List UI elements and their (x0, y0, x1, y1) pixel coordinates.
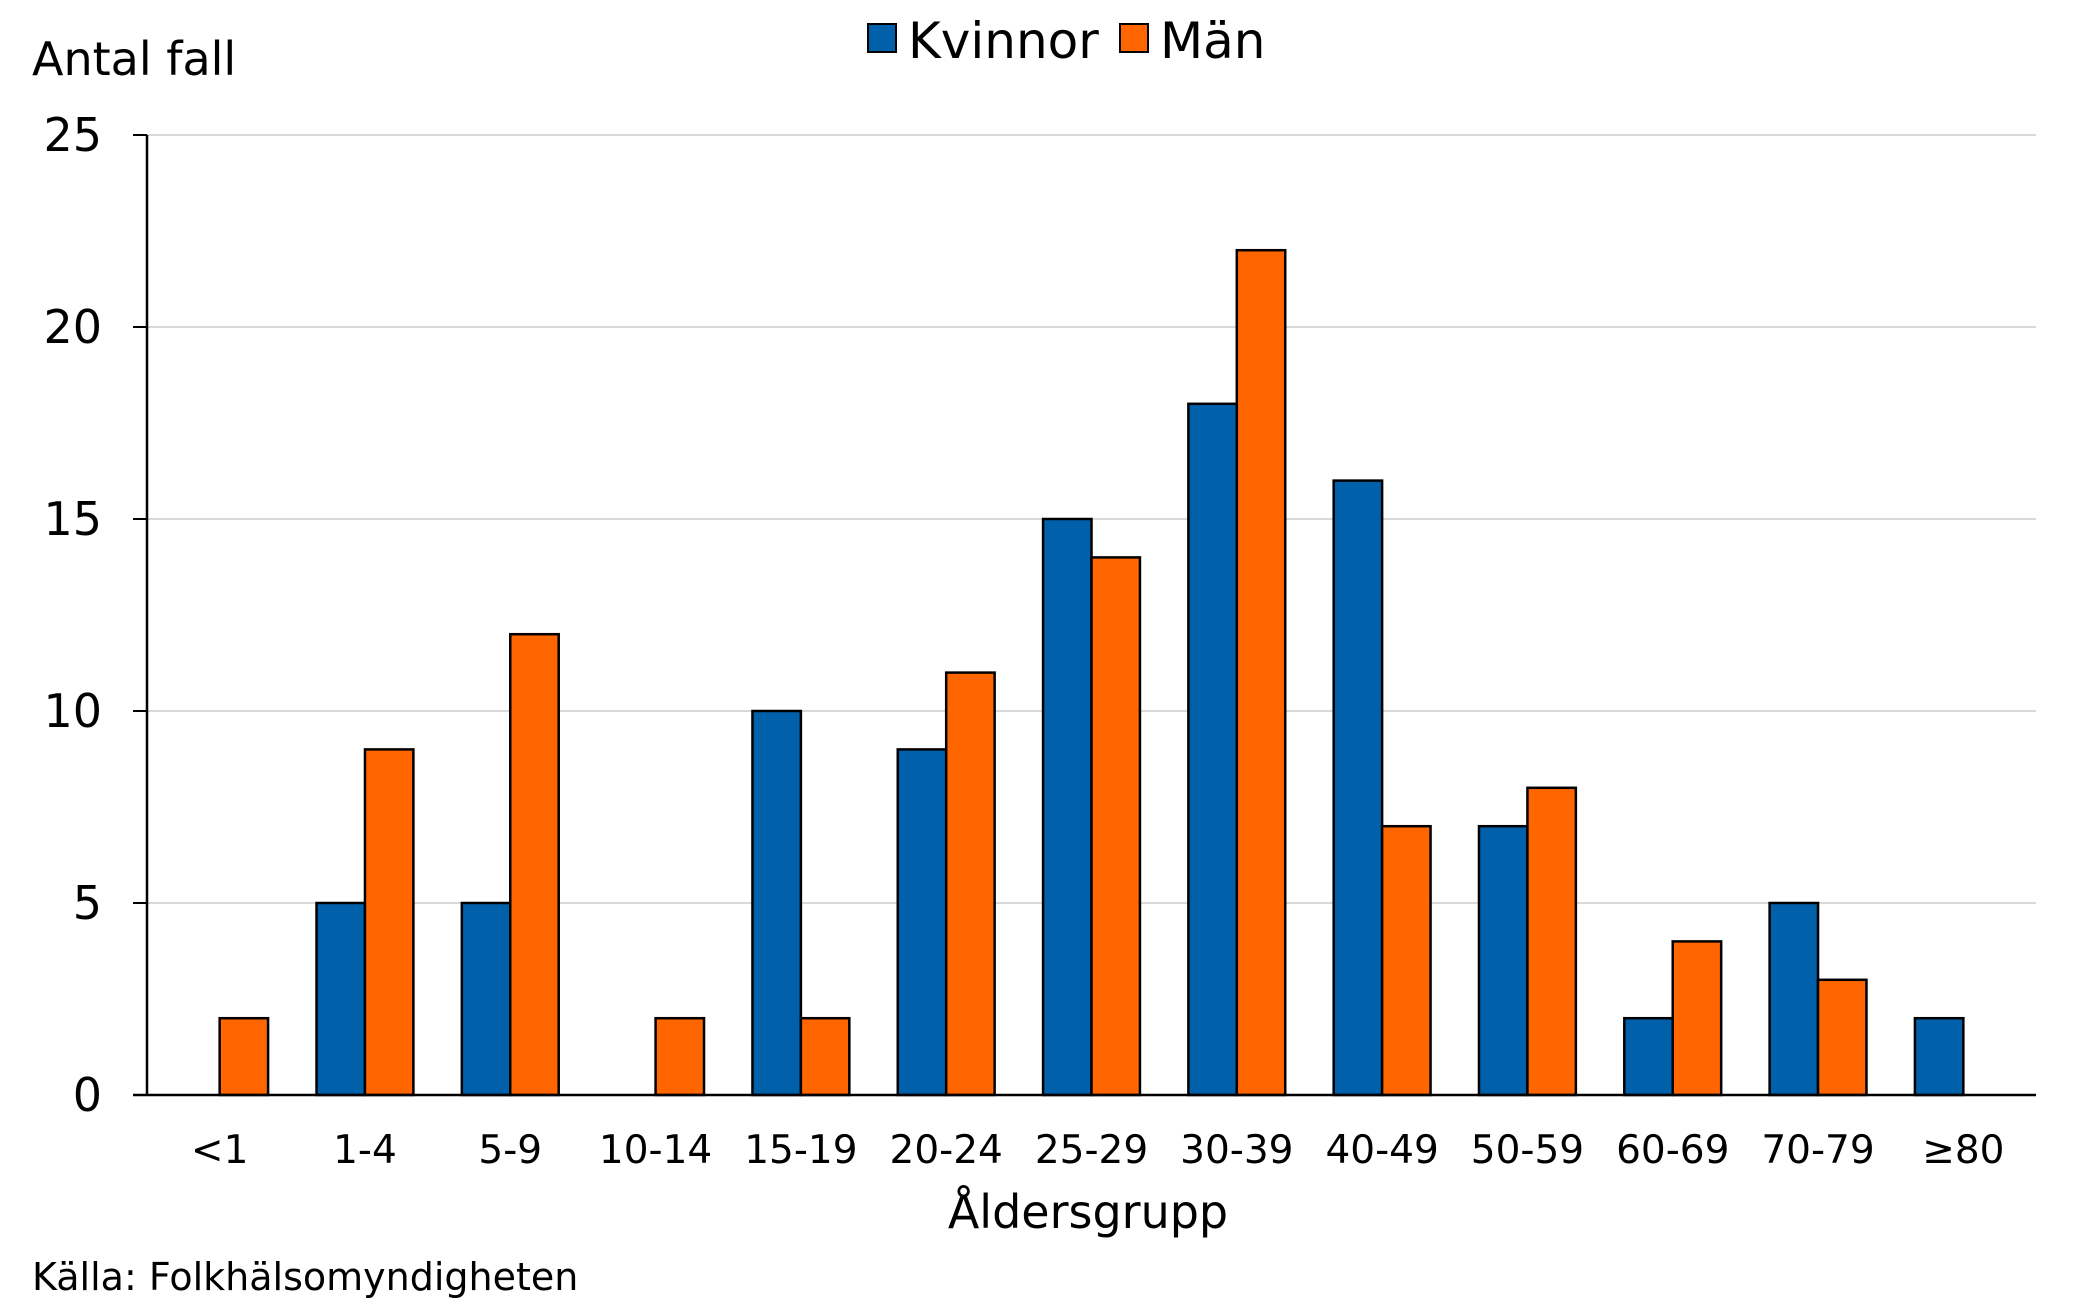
bar-kvinnor (751, 709, 803, 1097)
legend-swatch-kvinnor (867, 23, 897, 53)
bar-kvinnor (1623, 1016, 1674, 1097)
x-tick-label: 50-59 (1471, 1128, 1584, 1173)
bars (218, 248, 1965, 1097)
bar-man (363, 748, 415, 1097)
bar-kvinnor (1768, 901, 1820, 1097)
bar-kvinnor (1187, 402, 1239, 1097)
bar-kvinnor (460, 901, 512, 1097)
bar-man (1380, 824, 1432, 1097)
bar-man (1816, 978, 1868, 1097)
bar-kvinnor (1913, 1016, 1965, 1097)
y-tick-label: 15 (43, 492, 102, 546)
y-tick-label: 0 (73, 1068, 102, 1122)
x-tick-label: 30-39 (1180, 1128, 1293, 1173)
legend-label-man: Män (1160, 12, 1265, 70)
bar-kvinnor (1332, 479, 1384, 1097)
bar-man (654, 1016, 706, 1097)
x-tick-label: 10-14 (599, 1128, 712, 1173)
y-tick-labels: 0 5 10 15 20 25 (43, 108, 102, 1122)
bar-man (1671, 940, 1723, 1097)
legend-swatch-man (1119, 23, 1149, 53)
bar-man (218, 1016, 270, 1097)
bar-man (1526, 786, 1578, 1097)
bar-man (799, 1016, 851, 1097)
x-tick-label: 1-4 (333, 1128, 397, 1173)
bar-man (1235, 248, 1287, 1097)
y-tick-label: 5 (73, 876, 102, 930)
x-tick-labels: <1 1-4 5-9 10-14 15-19 20-24 25-29 30-39 40-49 50… (191, 1128, 2005, 1173)
bar-kvinnor (315, 901, 367, 1097)
source-note: Källa: Folkhälsomyndigheten (32, 1255, 578, 1299)
x-tick-label: 5-9 (478, 1128, 542, 1173)
x-tick-label: ≥80 (1922, 1128, 2004, 1173)
bar-man (944, 671, 996, 1097)
y-axis-title: Antal fall (32, 32, 236, 86)
bar-kvinnor (896, 748, 948, 1097)
x-tick-label: 70-79 (1761, 1128, 1874, 1173)
legend: Kvinnor Män (867, 12, 1265, 70)
x-axis-title: Åldersgrupp (948, 1185, 1228, 1239)
bar-kvinnor (1477, 824, 1529, 1097)
legend-label-kvinnor: Kvinnor (908, 12, 1099, 70)
x-tick-label: <1 (191, 1128, 249, 1173)
x-tick-label: 20-24 (890, 1128, 1003, 1173)
y-tick-label: 10 (43, 684, 102, 738)
x-tick-label: 40-49 (1325, 1128, 1438, 1173)
bar-man (509, 632, 560, 1097)
axes (133, 134, 2036, 1097)
x-tick-label: 60-69 (1616, 1128, 1729, 1173)
x-tick-label: 15-19 (744, 1128, 857, 1173)
y-tick-label: 25 (43, 108, 102, 162)
bar-man (1090, 556, 1142, 1097)
y-tick-label: 20 (43, 300, 102, 354)
bar-kvinnor (1041, 517, 1093, 1097)
x-tick-label: 25-29 (1035, 1128, 1148, 1173)
